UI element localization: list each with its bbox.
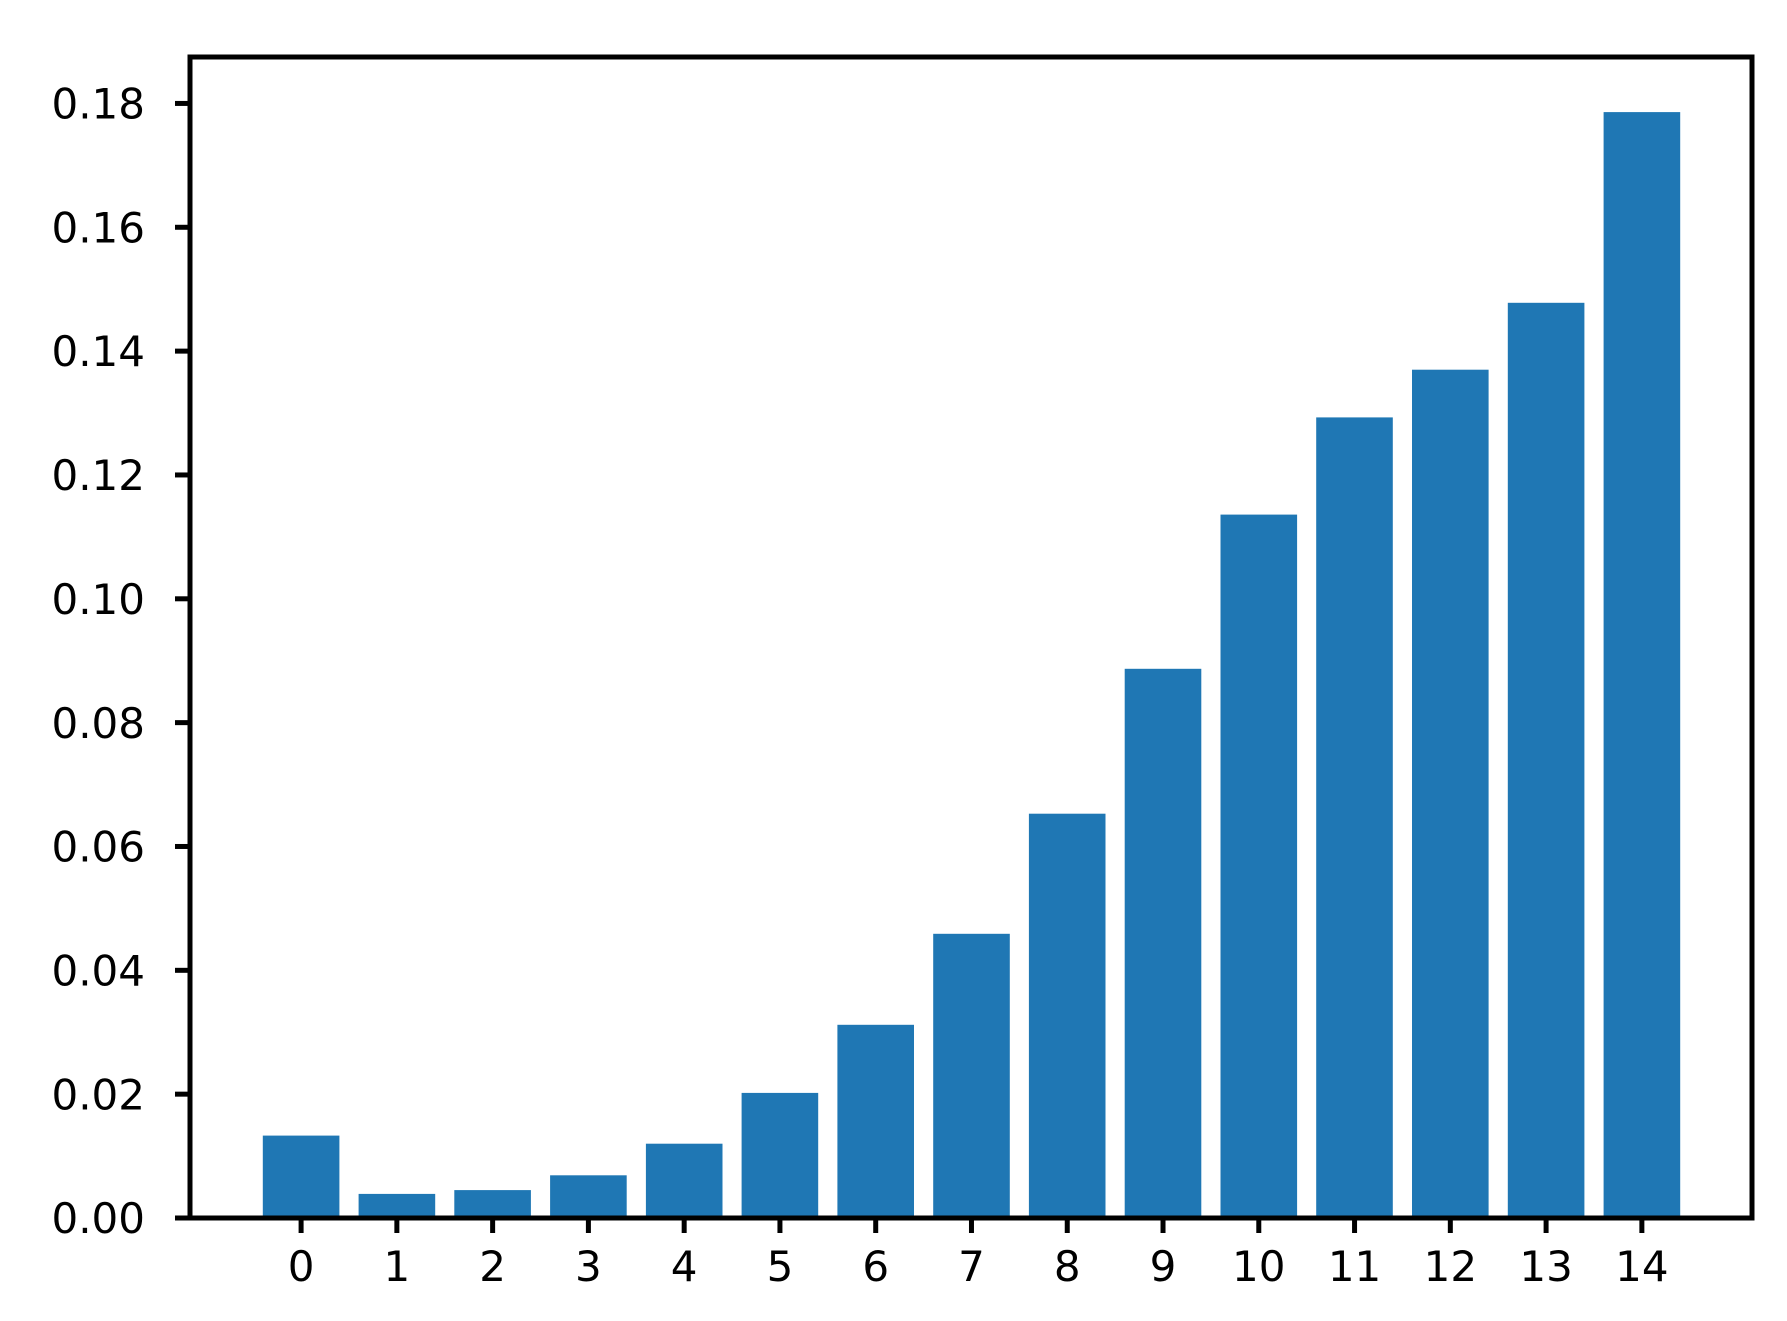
bar: [1412, 369, 1489, 1218]
x-tick-label: 3: [575, 1242, 602, 1291]
x-tick-label: 0: [288, 1242, 315, 1291]
bar: [1603, 112, 1681, 1219]
x-tick-label: 5: [767, 1242, 794, 1291]
y-tick-label: 0.02: [51, 1070, 145, 1119]
y-tick-label: 0.06: [51, 823, 145, 872]
x-tick-label: 11: [1328, 1242, 1381, 1291]
bar: [933, 933, 1010, 1218]
bar: [1220, 514, 1298, 1218]
y-tick-label: 0.18: [51, 80, 145, 129]
x-tick-label: 4: [671, 1242, 698, 1291]
x-tick-label: 2: [479, 1242, 506, 1291]
x-tick-label: 1: [383, 1242, 410, 1291]
x-tick-label: 14: [1615, 1242, 1668, 1291]
bar: [1028, 813, 1106, 1218]
bar: [1316, 417, 1393, 1218]
y-tick-label: 0.10: [51, 575, 145, 624]
bar: [837, 1024, 914, 1218]
bar: [1507, 302, 1585, 1218]
x-tick-label: 12: [1424, 1242, 1477, 1291]
bar: [645, 1143, 723, 1218]
x-tick-label: 6: [862, 1242, 889, 1291]
bar: [1124, 668, 1202, 1218]
bar: [262, 1135, 340, 1218]
y-tick-label: 0.16: [51, 203, 145, 252]
y-tick-label: 0.14: [51, 327, 145, 376]
y-tick-label: 0.12: [51, 451, 145, 500]
bar: [741, 1092, 819, 1218]
x-tick-label: 8: [1054, 1242, 1081, 1291]
y-tick-label: 0.00: [51, 1194, 145, 1243]
bar: [358, 1193, 436, 1218]
x-tick-label: 7: [958, 1242, 985, 1291]
x-tick-label: 10: [1232, 1242, 1285, 1291]
y-tick-label: 0.04: [51, 946, 145, 995]
y-tick-label: 0.08: [51, 699, 145, 748]
bar: [550, 1175, 627, 1218]
x-tick-label: 13: [1519, 1242, 1572, 1291]
x-tick-label: 9: [1150, 1242, 1177, 1291]
bar: [454, 1190, 531, 1218]
plot-border: [187, 54, 1755, 1221]
